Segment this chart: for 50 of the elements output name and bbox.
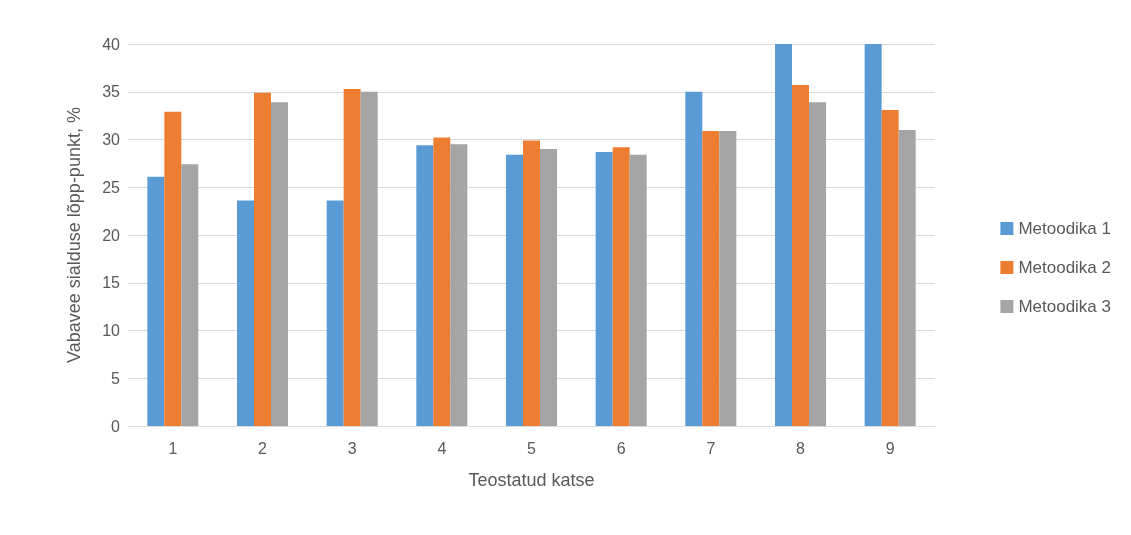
y-tick-label: 25 — [102, 178, 121, 196]
bar — [506, 154, 523, 426]
y-tick-label: 15 — [102, 274, 121, 292]
bar — [450, 144, 468, 426]
bar — [612, 147, 630, 426]
bar — [775, 44, 792, 426]
bar — [792, 85, 809, 426]
bar — [254, 92, 271, 426]
x-tick-label: 1 — [168, 439, 178, 457]
bar — [433, 137, 451, 426]
x-tick-label: 4 — [437, 439, 447, 457]
bar — [237, 200, 254, 426]
legend-label: Metoodika 2 — [1018, 258, 1112, 277]
bar — [702, 130, 720, 426]
bar — [416, 145, 434, 426]
x-tick-label: 8 — [796, 439, 806, 457]
x-tick-label: 6 — [616, 439, 626, 457]
bar — [864, 44, 882, 426]
bar — [181, 164, 199, 426]
bar — [164, 111, 182, 426]
bar — [809, 102, 826, 426]
bar — [523, 140, 540, 426]
x-tick-label: 5 — [527, 439, 537, 457]
x-tick-label: 2 — [258, 439, 268, 457]
bar — [343, 88, 361, 426]
legend-label: Metoodika 3 — [1018, 297, 1112, 316]
legend-label: Metoodika 1 — [1018, 219, 1112, 238]
bar — [595, 151, 613, 426]
y-tick-label: 20 — [102, 226, 121, 244]
bar — [271, 102, 288, 426]
bar — [898, 129, 916, 426]
bar — [719, 130, 737, 426]
y-tick-label: 40 — [102, 35, 121, 53]
y-tick-label: 30 — [102, 131, 121, 148]
bar — [147, 176, 165, 426]
x-tick-label: 9 — [885, 439, 895, 457]
y-tick-label: 0 — [111, 417, 121, 435]
bar — [326, 200, 344, 426]
bar — [540, 149, 557, 426]
bar — [881, 109, 899, 426]
x-tick-label: 3 — [347, 439, 357, 457]
y-tick-label: 10 — [102, 322, 121, 339]
y-tick-label: 5 — [111, 369, 121, 387]
bar — [360, 91, 378, 426]
y-axis-title: Vabavee sialduse lõpp-punkt, % — [64, 107, 84, 363]
y-tick-label: 35 — [102, 83, 121, 101]
x-tick-label: 7 — [706, 439, 716, 457]
x-axis-title: Teostatud katse — [468, 470, 595, 490]
bar — [629, 154, 647, 426]
bar — [685, 91, 703, 426]
